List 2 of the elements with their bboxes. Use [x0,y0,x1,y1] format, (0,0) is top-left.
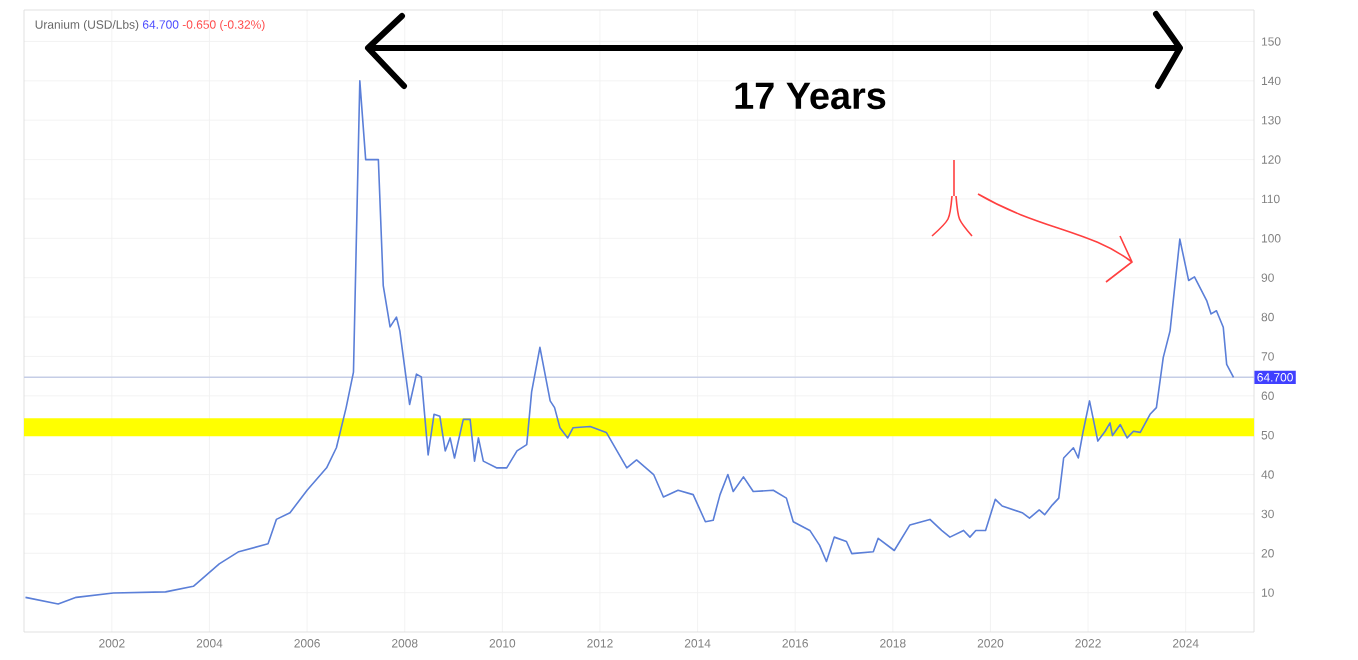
line-series [24,80,1235,605]
annotation: 17 Years [735,82,886,110]
